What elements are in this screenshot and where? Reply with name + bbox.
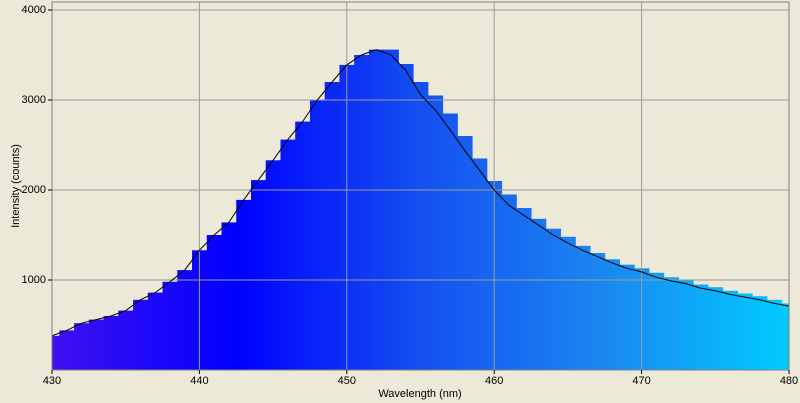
bar — [59, 330, 75, 370]
bar — [648, 272, 665, 370]
bar — [737, 293, 753, 370]
bar — [722, 290, 738, 370]
bar — [324, 82, 340, 370]
bar — [147, 292, 164, 370]
bar — [545, 228, 562, 370]
bar — [177, 270, 193, 370]
x-tick-label: 460 — [485, 375, 503, 387]
y-tick-label: 4000 — [22, 4, 46, 16]
bar — [663, 277, 679, 370]
bar — [752, 296, 768, 370]
bar — [133, 299, 149, 370]
x-tick-label: 470 — [632, 375, 650, 387]
y-tick-label: 2000 — [22, 184, 46, 196]
bar — [221, 222, 237, 370]
bar — [206, 235, 223, 370]
y-tick-label: 3000 — [22, 94, 46, 106]
bar — [383, 49, 399, 370]
bar — [781, 303, 789, 370]
bar — [693, 284, 709, 370]
bar — [707, 287, 724, 370]
bar — [427, 95, 444, 370]
bar — [103, 316, 119, 370]
bar — [250, 180, 267, 370]
bar — [590, 253, 606, 370]
bar — [162, 281, 178, 370]
bar — [74, 323, 90, 370]
bar — [265, 160, 281, 370]
bar — [236, 199, 252, 370]
x-tick-label: 450 — [338, 375, 356, 387]
bar — [398, 64, 414, 370]
bar — [575, 245, 591, 370]
plot-frame — [51, 1, 790, 371]
bar — [472, 158, 488, 370]
bar — [368, 49, 385, 370]
x-tick-label: 430 — [43, 375, 61, 387]
y-tick-label: 1000 — [22, 274, 46, 286]
bar — [413, 82, 429, 370]
bar — [501, 194, 517, 370]
bar — [442, 113, 458, 370]
bar — [52, 335, 60, 370]
plot-area — [52, 49, 789, 370]
bar — [309, 100, 326, 370]
x-tick-label: 480 — [780, 375, 798, 387]
bar — [280, 139, 296, 370]
bar — [560, 236, 576, 370]
bar — [531, 218, 547, 370]
line — [51, 49, 790, 337]
bar — [295, 121, 311, 370]
y-axis-label: Intensity (counts) — [10, 144, 22, 228]
bar — [516, 208, 532, 370]
bar — [604, 259, 620, 370]
bar — [457, 136, 473, 370]
bar — [354, 55, 370, 370]
x-axis-label: Wavelength (nm) — [378, 388, 461, 400]
x-tick-label: 440 — [190, 375, 208, 387]
bar — [118, 310, 134, 370]
bar — [766, 299, 783, 370]
bar — [619, 264, 635, 370]
bar — [678, 280, 694, 370]
bar — [88, 319, 105, 370]
